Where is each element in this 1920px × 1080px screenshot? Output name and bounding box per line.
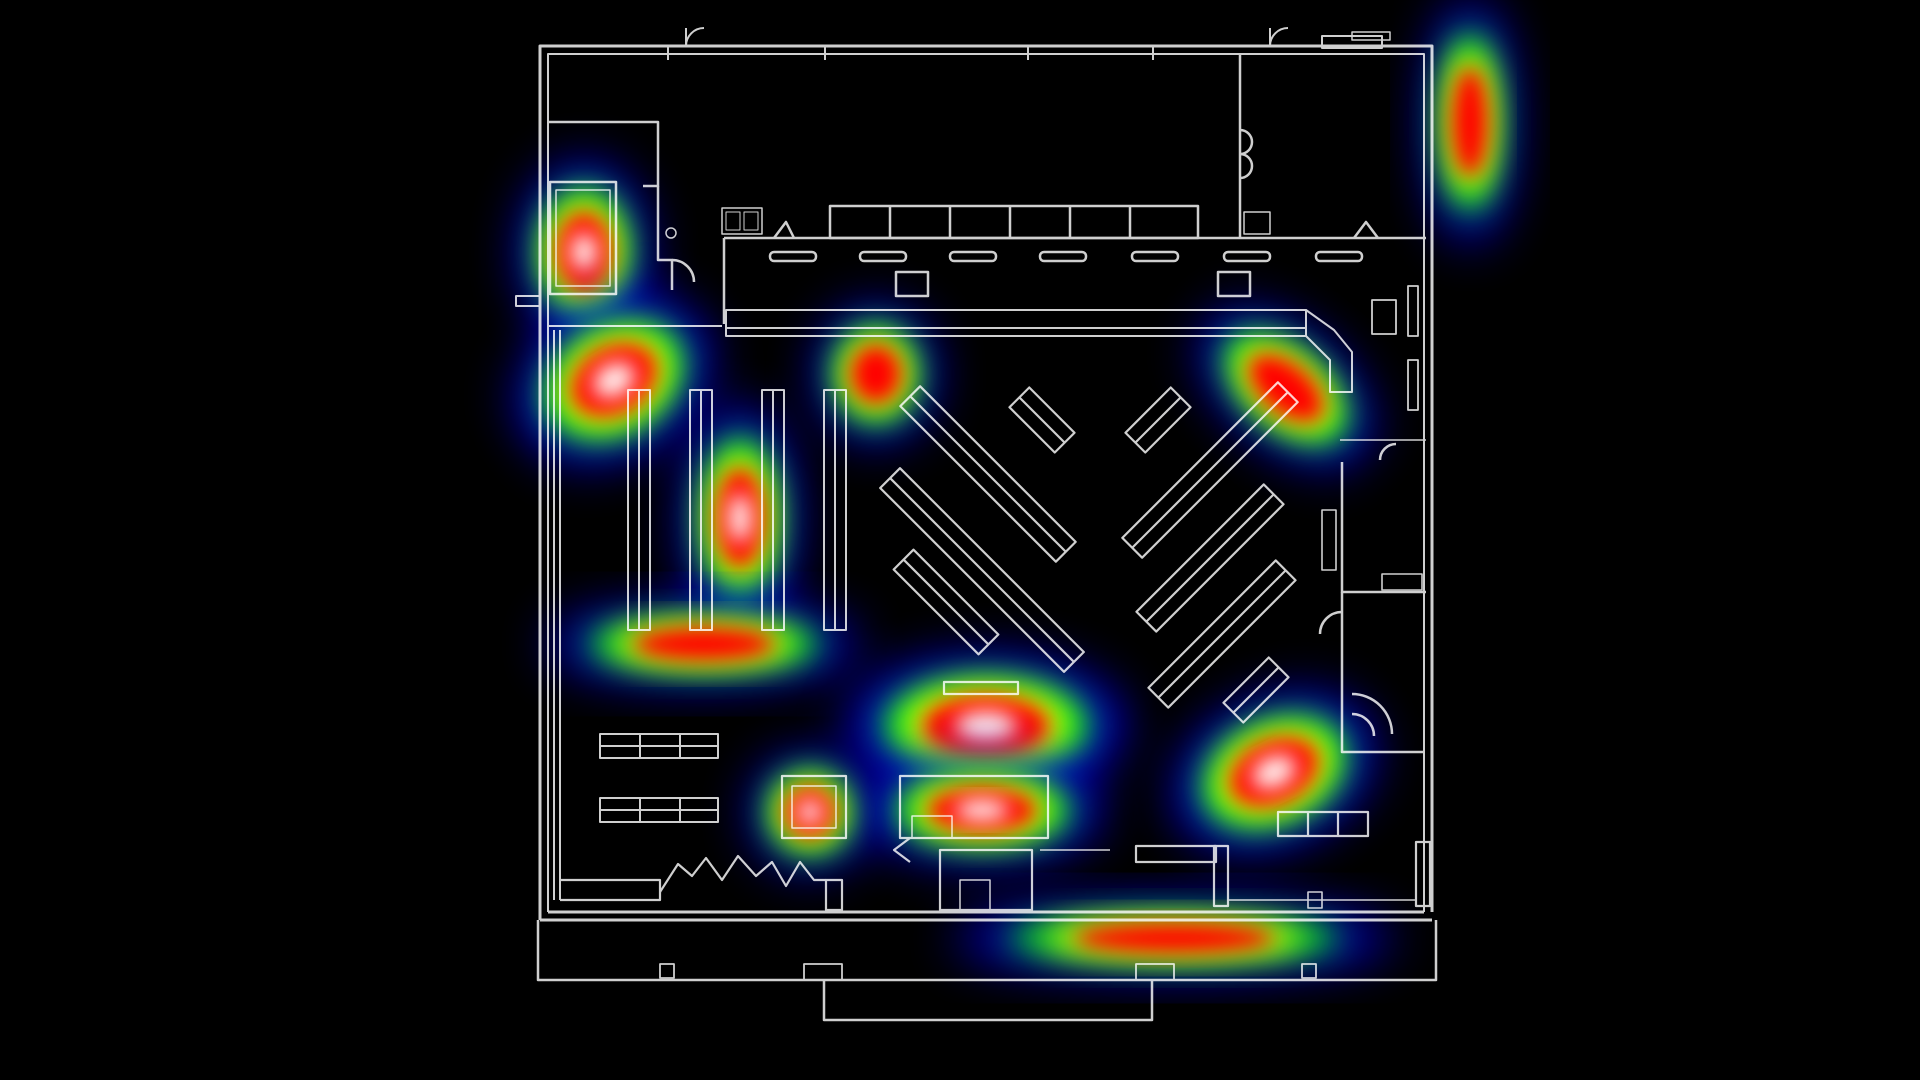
hotspot-checkout-front — [956, 905, 1392, 971]
heat-core — [592, 361, 636, 399]
heat-core — [797, 799, 823, 825]
hotspot-west-wall-display — [521, 300, 707, 460]
hotspot-diagonal-right-top — [1204, 313, 1368, 463]
heat-layer — [850, 344, 902, 404]
back-rooms — [548, 54, 1426, 324]
rear-wall-shelving — [725, 309, 1353, 393]
floor-plan — [515, 27, 1438, 1022]
hotspot-northeast-corner — [1430, 2, 1510, 242]
diagonal-gondolas-right — [1121, 381, 1299, 724]
hotspot-center-display-lower — [864, 761, 1100, 859]
hotspot-aisle-endcaps-south — [550, 607, 858, 681]
heat-core — [954, 798, 1010, 822]
hotspot-aisle-2-3 — [687, 410, 793, 626]
hotspot-entrance-vestibule — [524, 165, 644, 339]
heat-layer — [1248, 353, 1324, 423]
heat-layer — [1451, 67, 1489, 177]
southwest-fixtures — [599, 733, 719, 823]
diagonal-gondolas-left — [879, 385, 1085, 673]
heat-layer — [1074, 923, 1274, 953]
hotspot-southeast-display — [1177, 696, 1371, 848]
outer-walls — [538, 27, 1434, 922]
heat-core — [727, 492, 753, 544]
hotspot-small-display-south — [754, 756, 866, 868]
heat-layer — [633, 627, 775, 661]
hotspot-center-display-upper — [849, 659, 1123, 793]
heat-core — [570, 232, 598, 272]
heat-core — [1251, 754, 1297, 790]
heat-core — [954, 710, 1018, 742]
heatmap-overlay — [521, 2, 1510, 971]
east-rooms — [1318, 285, 1426, 754]
hotspot-rear-wall-center — [820, 309, 932, 439]
